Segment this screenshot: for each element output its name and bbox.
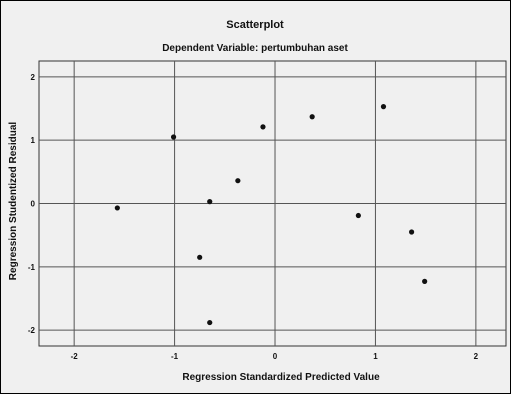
data-point — [170, 134, 177, 140]
y-tick-label: 1 — [31, 136, 36, 145]
data-point — [207, 319, 213, 326]
x-tick-label: -2 — [71, 352, 79, 361]
data-point — [355, 212, 361, 219]
x-tick-label: 2 — [474, 352, 479, 361]
x-tick-label: 0 — [273, 352, 278, 361]
data-point — [235, 178, 241, 184]
x-axis-label: Regression Standardized Predicted Value — [182, 372, 380, 383]
chart-subtitle: Dependent Variable: pertumbuhan aset — [162, 43, 348, 54]
grid-lines — [39, 61, 506, 346]
y-tick-label: -2 — [28, 326, 36, 335]
y-tick-label: -1 — [28, 263, 36, 272]
data-point — [207, 199, 213, 205]
y-axis-label: Regression Studentized Residual — [8, 122, 19, 281]
chart-title: Scatterplot — [226, 19, 284, 31]
data-point — [408, 229, 415, 235]
tick-labels: -2 -1 0 1 2 -2 -1 0 1 2 — [28, 73, 479, 361]
data-point — [422, 278, 428, 284]
data-point — [309, 114, 315, 120]
data-point — [260, 124, 266, 130]
x-tick-label: -1 — [171, 352, 179, 361]
data-point — [197, 254, 203, 260]
data-point — [380, 104, 387, 110]
x-tick-label: 1 — [373, 352, 378, 361]
y-tick-label: 2 — [31, 73, 36, 82]
y-tick-label: 0 — [31, 200, 36, 209]
data-points — [114, 104, 428, 326]
data-point — [114, 205, 120, 211]
